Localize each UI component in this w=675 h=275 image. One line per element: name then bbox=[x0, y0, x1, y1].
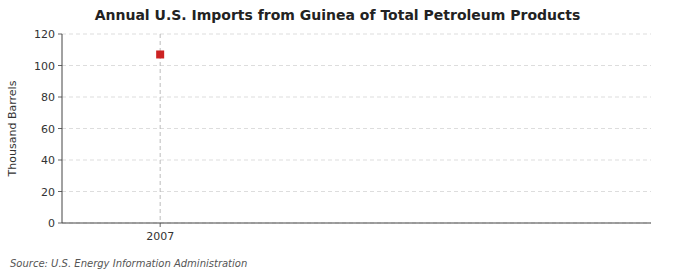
x-grid-line bbox=[160, 34, 161, 223]
y-grid-line bbox=[62, 128, 651, 129]
x-axis-line bbox=[62, 223, 651, 224]
y-tick-label: 80 bbox=[41, 91, 55, 104]
y-tick bbox=[58, 191, 62, 192]
source: Source: U.S. Energy Information Administ… bbox=[10, 258, 247, 269]
y-grid-line bbox=[62, 191, 651, 192]
title: Annual U.S. Imports from Guinea of Total… bbox=[95, 7, 581, 23]
chart: 0 20 40 60 80 100 120 2007 Annual U.S. Imports f… bbox=[0, 0, 675, 275]
y-grid-line bbox=[62, 223, 651, 224]
y-grid-line bbox=[62, 34, 651, 35]
y-tick bbox=[58, 34, 62, 35]
y-axis-label: Thousand Barrels bbox=[6, 80, 19, 177]
y-tick-label: 120 bbox=[34, 28, 55, 41]
y-tick-label: 60 bbox=[41, 123, 55, 136]
y-tick bbox=[58, 65, 62, 66]
y-tick-label: 20 bbox=[41, 186, 55, 199]
y-tick bbox=[58, 160, 62, 161]
y-tick-label: 40 bbox=[41, 154, 55, 167]
y-grid-line bbox=[62, 97, 651, 98]
y-tick-label: 0 bbox=[48, 217, 55, 230]
y-axis-line bbox=[62, 34, 63, 223]
x-tick-label: 2007 bbox=[146, 230, 174, 243]
y-grid-line bbox=[62, 65, 651, 66]
y-tick bbox=[58, 223, 62, 224]
point bbox=[156, 50, 164, 58]
y-tick bbox=[58, 97, 62, 98]
y-tick-label: 100 bbox=[34, 60, 55, 73]
points bbox=[156, 50, 164, 58]
y-grid-line bbox=[62, 160, 651, 161]
y-tick bbox=[58, 128, 62, 129]
x-tick bbox=[160, 223, 161, 227]
